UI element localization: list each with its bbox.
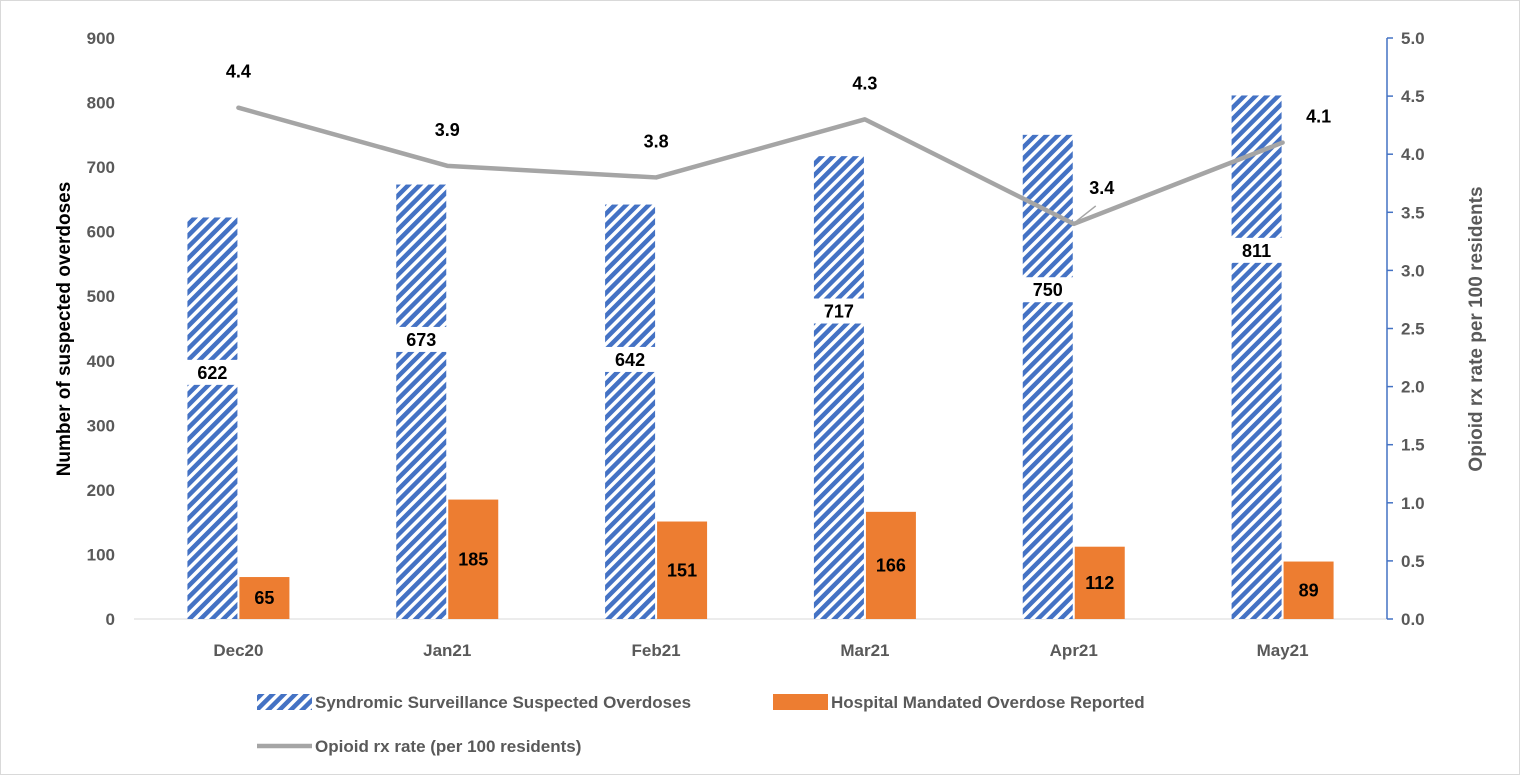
y-tick-label: 800 — [87, 94, 115, 113]
y-tick-label: 0 — [106, 610, 115, 629]
data-label-hospital: 89 — [1299, 580, 1319, 600]
legend-label-rx-rate: Opioid rx rate (per 100 residents) — [315, 737, 581, 756]
y2-tick-label: 2.0 — [1401, 378, 1425, 397]
y-axis-title: Number of suspected overdoses — [54, 182, 75, 477]
y2-tick-label: 0.5 — [1401, 552, 1425, 571]
y2-tick-label: 4.5 — [1401, 87, 1425, 106]
bar-hospital-May21 — [1283, 561, 1334, 619]
data-label-rx-rate: 4.3 — [852, 73, 877, 93]
data-label-syndromic: 673 — [406, 330, 436, 350]
bar-hospital-Apr21 — [1074, 546, 1125, 619]
y2-tick-label: 5.0 — [1401, 29, 1425, 48]
y-tick-label: 400 — [87, 352, 115, 371]
y-tick-label: 100 — [87, 545, 115, 564]
data-label-hospital: 185 — [458, 549, 488, 569]
y2-tick-label: 3.5 — [1401, 203, 1425, 222]
x-tick-label: Feb21 — [632, 641, 681, 660]
y-tick-label: 500 — [87, 287, 115, 306]
bar-syndromic-Feb21 — [605, 204, 656, 619]
y2-tick-label: 1.5 — [1401, 436, 1425, 455]
label-box — [603, 346, 658, 372]
data-label-rx-rate: 4.4 — [226, 62, 251, 82]
data-label-syndromic: 622 — [197, 363, 227, 383]
legend-swatch-hospital — [773, 694, 828, 710]
legend-label-syndromic: Syndromic Surveillance Suspected Overdos… — [315, 693, 691, 712]
data-label-rx-rate: 3.4 — [1089, 178, 1114, 198]
bar-syndromic-Apr21 — [1022, 134, 1073, 620]
legend-label-hospital: Hospital Mandated Overdose Reported — [831, 693, 1145, 712]
label-box — [1229, 237, 1284, 263]
label-box — [394, 326, 449, 352]
bar-syndromic-May21 — [1231, 95, 1282, 619]
data-label-syndromic: 642 — [615, 350, 645, 370]
bar-syndromic-Dec20 — [187, 217, 238, 619]
bar-hospital-Feb21 — [657, 521, 708, 619]
bar-hospital-Dec20 — [239, 577, 290, 619]
data-label-hospital: 112 — [1085, 573, 1114, 593]
x-tick-label: Mar21 — [840, 641, 889, 660]
line-opioid-rx-rate — [236, 105, 1285, 227]
bar-syndromic-Jan21 — [396, 184, 447, 619]
label-box — [811, 298, 866, 324]
x-tick-label: Jan21 — [423, 641, 471, 660]
y2-axis-title: Opioid rx rate per 100 residents — [1466, 186, 1487, 471]
data-label-syndromic: 717 — [824, 302, 854, 322]
legend-swatch-syndromic — [257, 694, 312, 710]
data-label-hospital: 166 — [876, 555, 906, 575]
y-tick-label: 300 — [87, 416, 115, 435]
y-tick-label: 700 — [87, 158, 115, 177]
data-label-hospital: 151 — [667, 560, 697, 580]
y-tick-label: 900 — [87, 29, 115, 48]
data-label-hospital: 65 — [254, 588, 274, 608]
data-label-rx-rate: 3.9 — [435, 120, 460, 140]
bar-hospital-Jan21 — [448, 499, 499, 619]
leader-line — [1076, 205, 1097, 222]
y2-tick-label: 3.0 — [1401, 261, 1425, 280]
data-label-syndromic: 750 — [1033, 280, 1063, 300]
data-label-rx-rate: 3.8 — [644, 131, 669, 151]
y2-tick-label: 0.0 — [1401, 610, 1425, 629]
bar-syndromic-Mar21 — [813, 156, 864, 620]
data-label-rx-rate: 4.1 — [1306, 107, 1331, 127]
bar-hospital-Mar21 — [865, 511, 916, 619]
x-tick-label: May21 — [1257, 641, 1309, 660]
y2-tick-label: 4.0 — [1401, 145, 1425, 164]
y2-tick-label: 1.0 — [1401, 494, 1425, 513]
y-tick-label: 200 — [87, 481, 115, 500]
x-tick-label: Dec20 — [213, 641, 263, 660]
data-label-syndromic: 811 — [1242, 241, 1271, 261]
y2-tick-label: 2.5 — [1401, 320, 1425, 339]
x-tick-label: Apr21 — [1050, 641, 1098, 660]
y-tick-label: 600 — [87, 223, 115, 242]
label-box — [1020, 277, 1075, 303]
label-box — [185, 359, 240, 385]
